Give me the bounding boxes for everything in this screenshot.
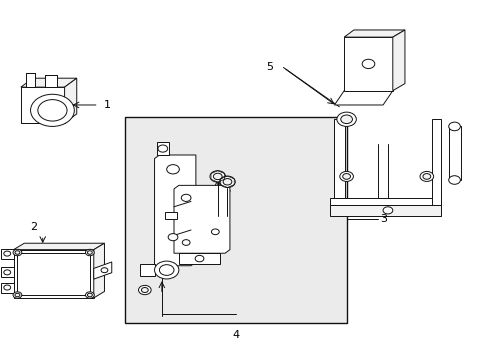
Circle shape [4, 285, 11, 290]
Circle shape [15, 251, 20, 254]
Polygon shape [1, 249, 14, 258]
Circle shape [182, 240, 190, 246]
Text: 2: 2 [30, 222, 38, 232]
Bar [165, 212, 177, 219]
Circle shape [159, 265, 174, 275]
Polygon shape [329, 198, 441, 205]
Polygon shape [45, 75, 57, 87]
Polygon shape [21, 87, 64, 123]
Polygon shape [179, 253, 220, 264]
Circle shape [213, 173, 222, 180]
Circle shape [223, 179, 231, 185]
Circle shape [87, 251, 92, 254]
Circle shape [13, 292, 22, 298]
Polygon shape [334, 91, 392, 105]
Circle shape [168, 234, 178, 241]
Circle shape [30, 94, 74, 126]
Polygon shape [1, 283, 14, 293]
Polygon shape [94, 243, 104, 298]
Circle shape [219, 176, 235, 188]
Polygon shape [329, 205, 441, 216]
Bar [125, 117, 346, 323]
Circle shape [101, 268, 108, 273]
Polygon shape [448, 126, 460, 180]
Circle shape [339, 171, 353, 181]
Circle shape [158, 145, 167, 152]
Circle shape [419, 171, 433, 181]
Polygon shape [21, 78, 77, 87]
Polygon shape [1, 267, 14, 277]
Circle shape [362, 59, 374, 68]
Circle shape [181, 194, 191, 202]
Circle shape [422, 174, 430, 179]
Circle shape [336, 112, 356, 126]
Polygon shape [14, 243, 104, 249]
Circle shape [38, 100, 67, 121]
Circle shape [166, 165, 179, 174]
Text: 5: 5 [266, 63, 273, 72]
Polygon shape [344, 37, 392, 91]
Polygon shape [157, 143, 169, 155]
Text: 1: 1 [103, 100, 110, 110]
Circle shape [85, 249, 94, 256]
Polygon shape [174, 185, 229, 253]
Circle shape [4, 270, 11, 275]
Circle shape [85, 292, 94, 298]
Polygon shape [344, 30, 404, 37]
Polygon shape [64, 78, 77, 123]
Polygon shape [154, 155, 196, 266]
Bar [18, 252, 90, 295]
Polygon shape [334, 119, 345, 198]
Circle shape [15, 293, 20, 297]
Text: 3: 3 [380, 214, 387, 224]
Circle shape [211, 229, 219, 235]
Circle shape [448, 176, 459, 184]
Polygon shape [140, 264, 154, 276]
Polygon shape [392, 30, 404, 91]
Circle shape [138, 285, 151, 295]
Text: 4: 4 [232, 330, 239, 341]
Circle shape [13, 249, 22, 256]
Circle shape [382, 207, 392, 214]
Circle shape [4, 251, 11, 256]
Circle shape [87, 293, 92, 297]
Circle shape [342, 174, 350, 179]
Polygon shape [431, 119, 441, 205]
Polygon shape [94, 262, 112, 279]
Circle shape [154, 261, 179, 279]
Circle shape [209, 171, 225, 182]
Polygon shape [14, 249, 94, 298]
Circle shape [340, 115, 352, 123]
Circle shape [141, 288, 148, 293]
Polygon shape [26, 73, 35, 87]
Circle shape [448, 122, 459, 131]
Circle shape [195, 255, 203, 262]
